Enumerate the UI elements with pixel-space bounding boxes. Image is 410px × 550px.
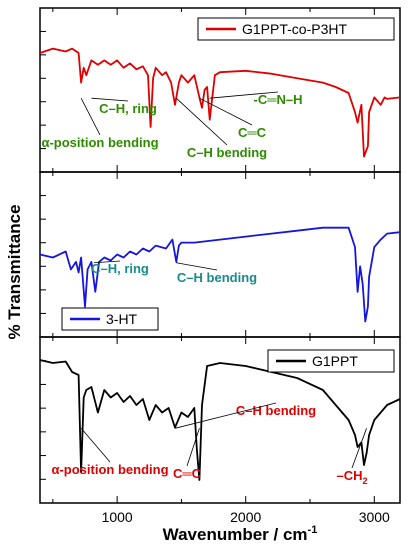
legend-label: G1PPT-co-P3HT bbox=[242, 21, 347, 37]
annotation-label: C–H bending bbox=[236, 403, 316, 418]
panel-top: G1PPT-co-P3HT α-position bending C–H, ring… bbox=[39, 7, 401, 173]
annotation-label: C–H bending bbox=[187, 145, 267, 160]
annotation-arrow bbox=[209, 91, 279, 99]
legend-box bbox=[267, 349, 395, 373]
series-line-G1PPT-co-P3HT bbox=[39, 47, 401, 158]
annotation-arrow bbox=[176, 262, 218, 271]
series-line-3-HT bbox=[39, 226, 401, 323]
annotation-label: C–H, ring bbox=[99, 101, 157, 116]
annotation-label: C═C bbox=[173, 466, 202, 481]
x-axis-label: Wavenumber / cm-1 bbox=[163, 524, 318, 544]
y-axis-label: % Transmittance bbox=[5, 204, 24, 339]
legend-label: 3-HT bbox=[106, 311, 138, 327]
x-tick-label: 3000 bbox=[359, 509, 390, 525]
panel-bottom: G1PPT α-position bending C–H bending C═C –CH… bbox=[39, 336, 401, 504]
annotation-arrow bbox=[176, 97, 228, 146]
annotation-label: –CH2 bbox=[336, 468, 367, 486]
annotation-label: C═C bbox=[238, 125, 267, 140]
annotation-arrow bbox=[93, 260, 121, 264]
annotation-label: α-position bending bbox=[51, 462, 168, 477]
annotation-arrow bbox=[199, 97, 253, 126]
panel-middle: 3-HT C–H, ring C–H bending bbox=[39, 171, 401, 338]
annotation-arrow bbox=[174, 402, 277, 429]
legend-box bbox=[197, 17, 395, 41]
panel-frame bbox=[39, 336, 401, 504]
annotation-arrow bbox=[186, 428, 200, 467]
annotation-arrow bbox=[80, 98, 101, 136]
x-tick-label: 2000 bbox=[230, 509, 261, 525]
annotation-label: C–H, ring bbox=[91, 261, 149, 276]
x-tick-label: 1000 bbox=[102, 509, 133, 525]
panels: G1PPT-co-P3HT α-position bending C–H, ring… bbox=[39, 7, 401, 504]
annotation-arrow bbox=[91, 97, 129, 102]
series-line-G1PPT bbox=[39, 359, 401, 481]
annotation-label: α-position bending bbox=[41, 135, 158, 150]
annotation-label: C–H bending bbox=[177, 270, 257, 285]
annotation-label: -C═N–H bbox=[254, 92, 303, 107]
annotation-arrow bbox=[80, 428, 111, 463]
legend-label: G1PPT bbox=[312, 353, 358, 369]
axes: 1000 2000 3000 bbox=[102, 509, 391, 525]
legend-box bbox=[61, 307, 159, 331]
annotation-arrow bbox=[351, 428, 367, 469]
